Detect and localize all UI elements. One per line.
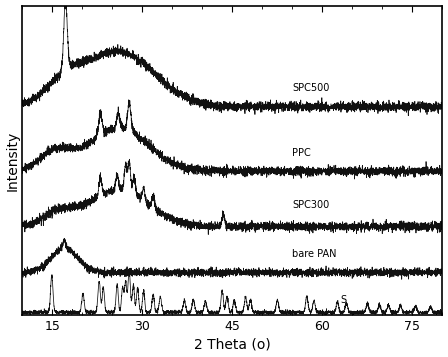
Text: PPC: PPC	[293, 148, 311, 158]
Y-axis label: Intensity: Intensity	[5, 130, 20, 191]
X-axis label: 2 Theta (o): 2 Theta (o)	[194, 337, 271, 351]
Text: SPC300: SPC300	[293, 200, 330, 210]
Text: S: S	[340, 295, 347, 305]
Text: bare PAN: bare PAN	[293, 249, 337, 259]
Text: SPC500: SPC500	[293, 84, 330, 94]
